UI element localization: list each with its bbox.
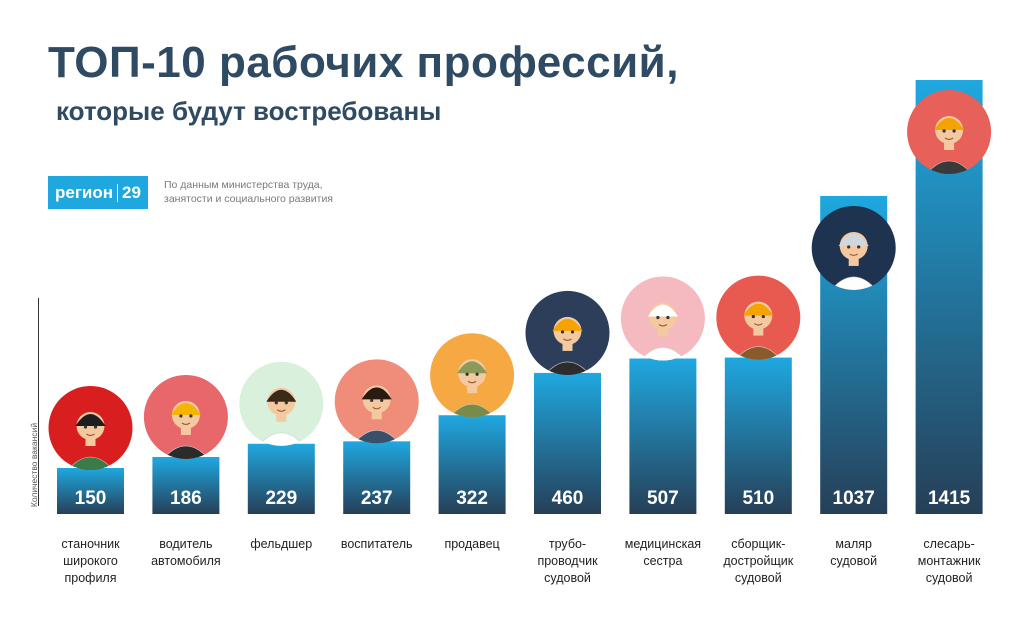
assembler-icon <box>716 275 801 360</box>
category-label-line: сестра <box>643 554 683 568</box>
category-label-line: маляр <box>835 537 872 551</box>
machinist-icon <box>48 386 133 470</box>
logo-text-right: 29 <box>122 182 141 202</box>
bar-7 <box>629 358 697 514</box>
painter-icon <box>811 205 896 290</box>
region29-logo: регион 29 <box>48 176 148 209</box>
category-label-line: судовой <box>734 571 782 585</box>
driver-icon <box>143 374 228 459</box>
source-note: По данным министерства труда, занятости … <box>164 178 384 206</box>
bar-value-label-7: 507 <box>647 488 679 509</box>
bar-8 <box>724 357 792 514</box>
category-label-5: продавец <box>417 536 527 553</box>
teacher-icon <box>334 359 419 444</box>
category-label-line: станочник <box>61 537 120 551</box>
category-label-line: воспитатель <box>340 537 413 551</box>
category-label-line: судовой <box>830 554 878 568</box>
logo-text-left: регион <box>55 182 114 202</box>
bar-2 <box>152 456 220 514</box>
source-line-2: занятости и социального развития <box>164 193 333 205</box>
category-label-line: проводчик <box>537 554 598 568</box>
category-label-1: станочник широкого профиля <box>36 536 146 587</box>
paramedic-icon <box>239 361 324 446</box>
bar-3 <box>247 443 315 514</box>
bar-value-label-10: 1415 <box>928 488 971 509</box>
category-label-line: достройщик <box>723 554 794 568</box>
page-title: ТОП-10 рабочих профессий, <box>48 38 679 87</box>
bar-value-label-3: 229 <box>265 488 297 509</box>
category-label-line: сборщик- <box>731 537 786 551</box>
bar-5 <box>438 415 506 514</box>
bar-1 <box>57 468 124 514</box>
logo-separator <box>117 183 119 202</box>
category-label-3: фельдшер <box>226 536 336 553</box>
category-label-line: профиля <box>64 571 117 585</box>
category-label-line: слесарь- <box>923 537 975 551</box>
pipefitter-icon <box>525 290 610 375</box>
category-label-2: водитель автомобиля <box>131 536 241 570</box>
bar-4 <box>343 441 411 514</box>
bar-value-label-9: 1037 <box>833 488 875 509</box>
bar-value-label-8: 510 <box>742 488 774 509</box>
category-label-line: фельдшер <box>250 537 313 551</box>
category-label-4: воспитатель <box>322 536 432 553</box>
seller-icon <box>430 333 515 418</box>
nurse-icon <box>620 276 705 361</box>
bar-value-label-1: 150 <box>75 488 107 509</box>
category-label-9: маляр судовой <box>799 536 909 570</box>
category-label-line: продавец <box>444 537 500 551</box>
category-label-line: медицинская <box>624 537 702 551</box>
category-label-10: слесарь-монтажник судовой <box>894 536 1004 587</box>
bar-value-label-2: 186 <box>170 488 202 509</box>
category-label-8: сборщик-достройщик судовой <box>703 536 813 587</box>
category-label-6: трубо-проводчик судовой <box>513 536 623 587</box>
bar-value-label-5: 322 <box>456 488 488 509</box>
category-label-line: широкого <box>63 554 118 568</box>
category-label-line: судовой <box>925 571 973 585</box>
page-subtitle: которые будут востребованы <box>56 96 442 126</box>
category-label-line: монтажник <box>917 554 981 568</box>
fitter-icon <box>907 90 992 174</box>
bar-value-label-6: 460 <box>552 488 584 509</box>
source-line-1: По данным министерства труда, <box>164 179 323 191</box>
y-axis-line <box>38 298 39 506</box>
category-label-line: автомобиля <box>151 554 221 568</box>
bar-6 <box>534 372 601 514</box>
bar-value-label-4: 237 <box>361 488 393 509</box>
category-label-line: трубо- <box>548 537 587 551</box>
category-label-line: водитель <box>159 537 213 551</box>
category-label-7: медицинская сестра <box>608 536 718 570</box>
category-label-line: судовой <box>544 571 591 585</box>
